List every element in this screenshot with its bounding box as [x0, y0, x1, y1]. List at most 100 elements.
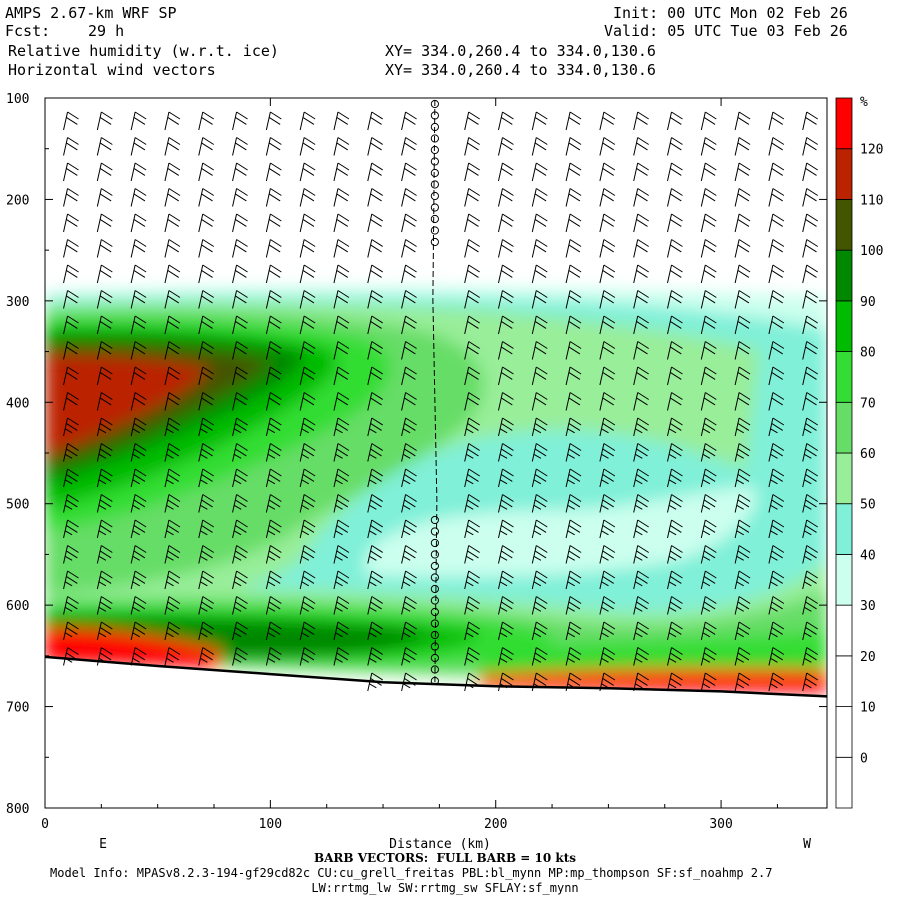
wind-barb [700, 111, 717, 131]
wind-barb [367, 570, 384, 590]
wind-barb [164, 494, 181, 513]
wind-barb [63, 213, 79, 233]
calm-wind-circle [430, 134, 439, 143]
wind-barb [198, 443, 215, 462]
wind-barb [734, 366, 751, 386]
wind-barb [700, 290, 717, 309]
wind-barb [734, 111, 751, 131]
colorbar-label-90: 90 [860, 295, 876, 310]
wind-barb [367, 366, 384, 386]
wind-barb [265, 494, 282, 513]
wind-barb [299, 264, 316, 284]
wind-barb [63, 392, 79, 411]
wind-barb [464, 239, 480, 258]
wind-barb [700, 647, 717, 666]
cross-section-marker-line [430, 99, 439, 686]
wind-barb [633, 264, 649, 284]
wind-barb [667, 570, 683, 590]
wind-barb [401, 188, 417, 207]
x-tick-label-300: 300 [709, 817, 732, 832]
wind-barb [768, 468, 785, 488]
wind-barb [599, 341, 616, 360]
wind-barb [164, 468, 181, 488]
wind-barb [96, 137, 113, 156]
wind-barb [497, 417, 514, 437]
wind-barb [130, 162, 147, 182]
wind-barb [599, 596, 616, 615]
colorbar: 0 10 20 30 40 50 60 70 80 90 100 110 120 [835, 97, 883, 809]
wind-barb [531, 341, 548, 360]
wind-barb [63, 647, 79, 666]
wind-barb [232, 137, 248, 156]
wind-barb [367, 111, 384, 131]
wind-barb [164, 519, 181, 539]
wind-barb [599, 519, 616, 539]
wind-barb [700, 468, 717, 488]
wind-barb [96, 315, 113, 335]
wind-barb [265, 443, 282, 462]
wind-barb [164, 647, 181, 666]
wind-barb [633, 290, 649, 309]
colorbar-label-0: 0 [860, 751, 868, 766]
wind-barb [130, 596, 147, 615]
wind-barb [464, 545, 480, 564]
wind-barb [734, 341, 751, 360]
wind-barb [768, 647, 785, 666]
wind-barb [130, 111, 147, 131]
wind-barb [565, 111, 582, 131]
wind-barb [565, 443, 582, 462]
right-end-label: W [803, 837, 811, 852]
xy-coords-2: XY= 334.0,260.4 to 334.0,130.6 [385, 61, 656, 79]
wind-barb [265, 315, 282, 335]
wind-barb [700, 672, 717, 692]
colorbar-swatch [835, 604, 853, 657]
wind-barb [531, 392, 548, 411]
wind-barb [198, 621, 215, 641]
wind-barb [333, 137, 350, 156]
wind-barb [198, 494, 215, 513]
wind-barb [667, 213, 683, 233]
wind-barb [333, 443, 350, 462]
wind-barb [464, 315, 480, 335]
wind-barb [497, 392, 514, 411]
wind-barb [265, 341, 282, 360]
wind-barb [802, 111, 818, 131]
wind-barb [299, 443, 316, 462]
wind-barb [130, 341, 147, 360]
wind-barb [164, 341, 181, 360]
wind-barb [401, 137, 417, 156]
wind-barb [333, 290, 350, 309]
wind-barb [768, 341, 785, 360]
wind-barb [633, 672, 649, 692]
wind-barb [198, 596, 215, 615]
wind-barb [802, 162, 818, 182]
field-name-2: Horizontal wind vectors [8, 61, 216, 79]
wind-barb [599, 545, 616, 564]
wind-barb [198, 341, 215, 360]
wind-barb [265, 239, 282, 258]
wind-barb [96, 213, 113, 233]
wind-barb [700, 315, 717, 335]
wind-barb [464, 647, 480, 666]
wind-barb [633, 111, 649, 131]
wind-barb [734, 443, 751, 462]
calm-wind-circle [430, 607, 439, 617]
wind-barb [599, 417, 616, 437]
wind-barb [464, 111, 480, 131]
colorbar-label-110: 110 [860, 193, 883, 208]
calm-wind-circle [430, 122, 439, 132]
wind-barb [734, 596, 751, 615]
wind-barb [367, 494, 384, 513]
wind-barb [232, 264, 248, 284]
colorbar-label-10: 10 [860, 701, 876, 716]
wind-barb [299, 341, 316, 360]
wind-barb [333, 366, 350, 386]
y-tick-label-100: 100 [6, 92, 29, 107]
wind-barb [768, 672, 785, 692]
wind-barb [667, 468, 683, 488]
calm-wind-circle [430, 168, 439, 178]
wind-barb [768, 111, 785, 131]
wind-barb [734, 290, 751, 309]
wind-barb [531, 290, 548, 309]
